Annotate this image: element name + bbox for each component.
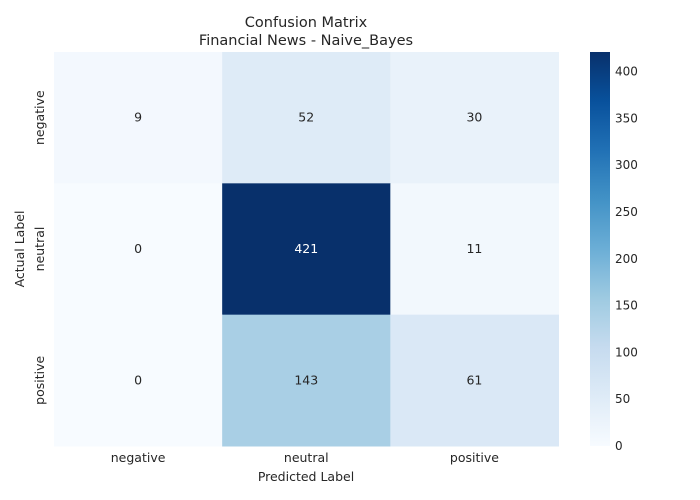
cell-value-label: 0 <box>134 372 142 387</box>
cell-value-label: 143 <box>294 372 318 387</box>
x-tick-label: negative <box>111 450 166 465</box>
cell-value-label: 30 <box>466 110 482 125</box>
x-tick-labels: negative neutral positive <box>111 450 499 465</box>
x-tick-label: positive <box>450 450 499 465</box>
colorbar-tick-label: 300 <box>615 158 638 172</box>
y-tick-label: neutral <box>32 227 47 272</box>
colorbar-tick-label: 100 <box>615 345 638 359</box>
heatmap-cell <box>54 314 223 447</box>
y-axis-label: Actual Label <box>12 211 27 288</box>
y-tick-label: positive <box>32 356 47 405</box>
chart-subtitle: Financial News - Naive_Bayes <box>199 33 413 49</box>
colorbar-tick-label: 50 <box>615 392 630 406</box>
colorbar-tick-label: 150 <box>615 299 638 313</box>
heatmap-cells: 9 52 30 0 421 11 0 143 61 <box>54 52 559 447</box>
colorbar-gradient <box>590 52 610 446</box>
y-tick-label: negative <box>32 90 47 145</box>
colorbar: 0 50 100 150 200 250 300 350 400 <box>590 52 638 453</box>
colorbar-tick-label: 200 <box>615 252 638 266</box>
x-tick-label: neutral <box>284 450 329 465</box>
chart-title: Confusion Matrix <box>245 15 368 31</box>
heatmap-cell <box>54 183 223 316</box>
colorbar-tick-label: 250 <box>615 205 638 219</box>
cell-value-label: 61 <box>466 372 482 387</box>
colorbar-tick-label: 0 <box>615 439 623 453</box>
cell-value-label: 421 <box>294 241 318 256</box>
heatmap-cell <box>222 314 391 447</box>
heatmap-cell <box>390 52 559 184</box>
y-tick-labels: negative neutral positive <box>32 90 47 405</box>
cell-value-label: 11 <box>466 241 482 256</box>
cell-value-label: 52 <box>298 110 314 125</box>
colorbar-tick-label: 350 <box>615 111 638 125</box>
heatmap-cell <box>54 52 223 184</box>
heatmap-cell <box>390 314 559 447</box>
heatmap-cell <box>222 183 391 316</box>
colorbar-tick-label: 400 <box>615 65 638 79</box>
heatmap-cell <box>390 183 559 316</box>
heatmap-cell <box>222 52 391 184</box>
x-axis-label: Predicted Label <box>258 469 354 484</box>
cell-value-label: 9 <box>134 110 142 125</box>
cell-value-label: 0 <box>134 241 142 256</box>
